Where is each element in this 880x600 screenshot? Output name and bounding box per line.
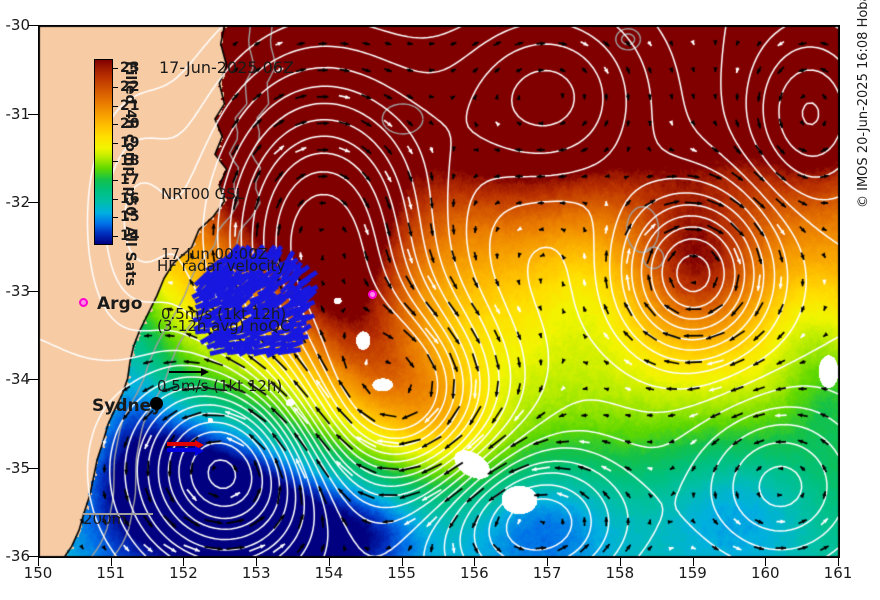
- colorbar-gradient: [94, 59, 113, 245]
- x-tick-label: 150: [23, 564, 53, 582]
- y-tick-label: -34: [5, 370, 31, 388]
- x-tick-mark: [401, 558, 403, 566]
- x-tick-mark: [547, 558, 549, 566]
- colorbar-tick-label: 19: [120, 134, 140, 151]
- x-tick-mark: [619, 558, 621, 566]
- x-tick-label: 155: [387, 564, 416, 582]
- x-tick-label: 158: [605, 564, 635, 582]
- argo-legend-marker: [79, 298, 88, 307]
- colorbar-tick-label: 18: [120, 153, 140, 170]
- colorbar-tick-label: 17: [120, 171, 140, 188]
- x-tick-mark: [838, 558, 839, 566]
- gsl-line1: NRT00 GSL: [161, 185, 245, 203]
- y-tick-mark: [28, 25, 38, 26]
- x-tick-label: 160: [750, 564, 780, 582]
- y-tick-mark: [28, 467, 38, 469]
- hf-radar-legend: HF radar velocity (3-12h avg) noQC 0.5m/…: [157, 216, 290, 492]
- x-tick-label: 156: [460, 564, 489, 582]
- gsl-line3: 0.5m/s (1kt 12h): [161, 305, 287, 323]
- argo-legend-label: Argo: [97, 294, 143, 314]
- y-tick-mark: [28, 290, 38, 292]
- x-tick-label: 159: [678, 564, 707, 582]
- map-plot-area[interactable]: 23 22 21 20 19 18 17 16 15 14 Filled 4h comp, p50…: [38, 25, 840, 558]
- y-tick-mark: [28, 113, 38, 115]
- x-tick-label: 153: [241, 564, 271, 582]
- y-tick-mark: [28, 379, 38, 380]
- colorbar-title: Filled 4h comp, p50, All Sats: [122, 61, 138, 287]
- y-tick-label: -30: [5, 16, 31, 34]
- sst-map-canvas: [39, 26, 839, 557]
- colorbar-tick-mark: [113, 124, 118, 126]
- colorbar-tick-label: 15: [120, 209, 140, 226]
- colorbar-tick-mark: [113, 86, 118, 88]
- x-tick-label: 161: [823, 564, 853, 582]
- y-tick-mark: [28, 202, 38, 203]
- sydney-city-dot: [150, 397, 163, 410]
- copyright-credit: © IMOS 20-Jun-2025 16:08 Hobart; Tscale=…: [856, 0, 871, 208]
- city-label-sydney: Sydney: [92, 396, 163, 416]
- x-tick-label: 154: [314, 564, 344, 582]
- colorbar-tick-mark: [113, 68, 118, 70]
- depth-contour-legend: 200m 1000m: [83, 467, 136, 557]
- colorbar-tick-mark: [113, 142, 118, 144]
- colorbar-tick-label: 16: [120, 190, 140, 207]
- x-tick-label: 157: [532, 564, 562, 582]
- x-tick-mark: [474, 558, 476, 566]
- colorbar-tick-label: 14: [120, 227, 140, 244]
- depth-shallow-label: 200m: [83, 510, 127, 528]
- colorbar-tick-mark: [113, 198, 118, 200]
- y-tick-mark: [28, 556, 38, 557]
- colorbar-tick-mark: [113, 105, 118, 107]
- x-tick-mark: [110, 558, 112, 566]
- y-tick-label: -33: [5, 281, 31, 300]
- y-tick-label: -31: [5, 104, 31, 123]
- x-tick-mark: [328, 558, 330, 566]
- hf-line2: (3-12h avg) noQC: [157, 317, 291, 335]
- hf-line1: HF radar velocity: [157, 257, 286, 275]
- colorbar-tick-mark: [113, 235, 118, 237]
- colorbar-tick-mark: [113, 161, 118, 163]
- x-tick-mark: [256, 558, 258, 566]
- x-tick-mark: [183, 558, 185, 566]
- y-tick-label: -32: [5, 193, 31, 211]
- x-tick-mark: [38, 558, 39, 566]
- depth-legend-line: [83, 513, 153, 515]
- colorbar-tick-mark: [113, 179, 118, 181]
- colorbar-tick-label: 21: [120, 97, 140, 114]
- gsl-legend: NRT00 GSL 17-Jun 00:00Z 0.5m/s (1kt 12h): [161, 144, 286, 418]
- colorbar-tick-label: 23: [120, 60, 140, 77]
- colorbar-tick-label: 22: [120, 78, 140, 95]
- colorbar-tick-mark: [113, 217, 118, 219]
- argo-float-marker[interactable]: [368, 290, 377, 299]
- y-tick-label: -35: [5, 458, 31, 477]
- hf-line3: 0.5m/s (1kt 12h): [157, 377, 283, 395]
- x-tick-mark: [692, 558, 694, 566]
- y-tick-label: -36: [5, 547, 31, 565]
- x-tick-label: 152: [169, 564, 198, 582]
- colorbar-tick-label: 20: [120, 116, 140, 133]
- date-stamp: 17-Jun-2025 06Z: [159, 58, 294, 77]
- x-tick-label: 151: [96, 564, 126, 582]
- x-tick-mark: [765, 558, 767, 566]
- gsl-line2: 17-Jun 00:00Z: [161, 245, 269, 263]
